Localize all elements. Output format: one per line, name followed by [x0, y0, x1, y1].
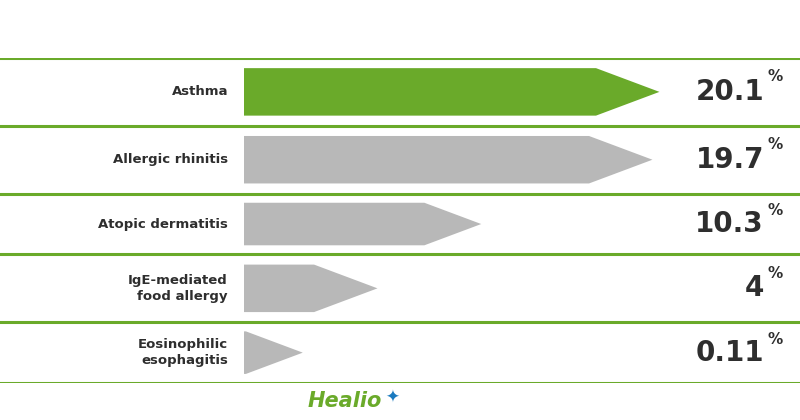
Text: Eosinophilic
esophagitis: Eosinophilic esophagitis: [138, 338, 228, 367]
Text: IgE-mediated
food allergy: IgE-mediated food allergy: [128, 274, 228, 303]
Text: ✦: ✦: [386, 389, 399, 407]
Polygon shape: [244, 331, 302, 374]
Text: 10.3: 10.3: [695, 210, 764, 238]
Text: Healio: Healio: [308, 391, 382, 411]
Text: 20.1: 20.1: [695, 78, 764, 106]
Text: %: %: [768, 137, 783, 152]
Text: 4: 4: [745, 274, 764, 302]
Text: %: %: [768, 69, 783, 84]
Text: 0.11: 0.11: [695, 339, 764, 367]
Text: %: %: [768, 266, 783, 281]
Text: Cumulative incidences of disease among all children:: Cumulative incidences of disease among a…: [118, 19, 682, 39]
Text: %: %: [768, 332, 783, 347]
Text: Atopic dermatitis: Atopic dermatitis: [98, 218, 228, 231]
Text: %: %: [768, 203, 783, 218]
Text: 19.7: 19.7: [695, 146, 764, 174]
Polygon shape: [244, 265, 378, 312]
Polygon shape: [244, 203, 482, 245]
Polygon shape: [244, 136, 653, 184]
Text: Asthma: Asthma: [171, 85, 228, 98]
Text: Allergic rhinitis: Allergic rhinitis: [113, 153, 228, 166]
Polygon shape: [244, 68, 659, 116]
